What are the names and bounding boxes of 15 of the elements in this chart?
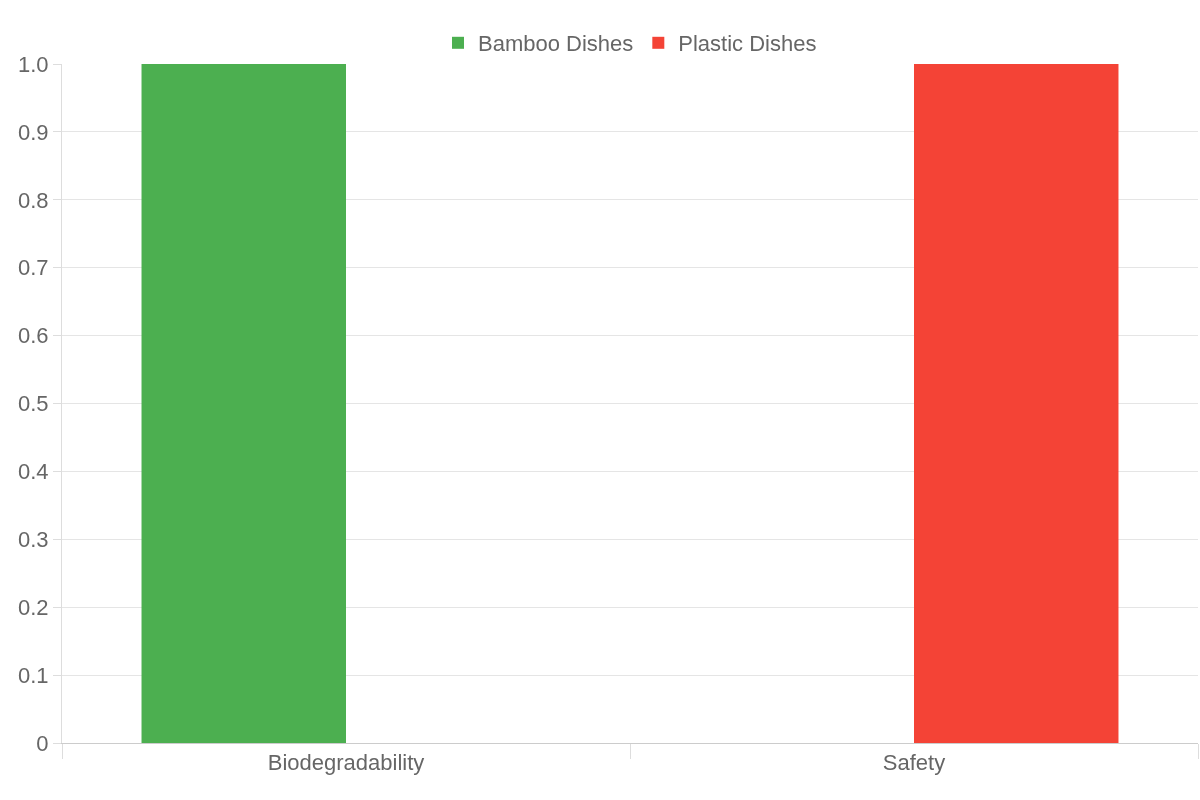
- x-tick-label: Biodegradability: [267, 750, 425, 776]
- y-tick-label: 0.4: [18, 459, 49, 485]
- y-tick-label: 0.6: [18, 323, 49, 349]
- y-tick-label: 0.8: [18, 187, 49, 213]
- y-tick-label: 0.1: [18, 662, 49, 688]
- y-tick-label: 0.7: [18, 255, 49, 281]
- legend-label: Bamboo Dishes: [478, 31, 634, 57]
- y-tick-label: 1.0: [18, 51, 49, 77]
- y-tick-label: 0.3: [18, 527, 49, 552]
- y-tick-label: 0: [36, 730, 49, 756]
- x-tick-label: Safety: [882, 750, 946, 776]
- y-tick-label: 0.5: [18, 391, 49, 417]
- y-tick-label: 0.9: [18, 119, 49, 145]
- legend-label: Plastic Dishes: [678, 31, 817, 57]
- y-tick-label: 0.2: [18, 594, 49, 620]
